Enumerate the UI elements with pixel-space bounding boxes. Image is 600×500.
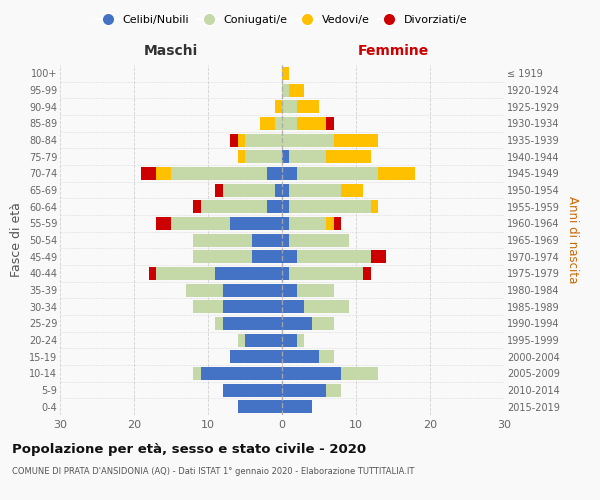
Bar: [289, 267, 364, 280]
Bar: [282, 300, 304, 313]
Bar: [282, 84, 289, 96]
Text: Femmine: Femmine: [358, 44, 428, 59]
Bar: [297, 100, 319, 113]
Bar: [282, 350, 319, 363]
Bar: [326, 150, 371, 163]
Bar: [282, 184, 289, 196]
Bar: [245, 134, 282, 146]
Bar: [267, 200, 282, 213]
Bar: [238, 134, 245, 146]
Text: Popolazione per età, sesso e stato civile - 2020: Popolazione per età, sesso e stato civil…: [12, 442, 366, 456]
Bar: [171, 217, 230, 230]
Text: Maschi: Maschi: [144, 44, 198, 59]
Bar: [319, 350, 334, 363]
Bar: [289, 217, 326, 230]
Bar: [289, 234, 349, 246]
Bar: [223, 184, 275, 196]
Bar: [334, 134, 378, 146]
Y-axis label: Anni di nascita: Anni di nascita: [566, 196, 579, 284]
Bar: [156, 217, 171, 230]
Bar: [238, 400, 282, 413]
Bar: [275, 117, 282, 130]
Bar: [267, 167, 282, 180]
Bar: [304, 300, 349, 313]
Bar: [156, 167, 171, 180]
Bar: [334, 217, 341, 230]
Bar: [156, 267, 215, 280]
Bar: [282, 284, 297, 296]
Bar: [371, 200, 378, 213]
Bar: [223, 317, 282, 330]
Bar: [215, 267, 282, 280]
Bar: [215, 317, 223, 330]
Bar: [282, 367, 341, 380]
Bar: [171, 167, 267, 180]
Bar: [341, 367, 378, 380]
Bar: [282, 250, 297, 263]
Bar: [326, 217, 334, 230]
Bar: [200, 200, 267, 213]
Bar: [289, 150, 326, 163]
Bar: [289, 200, 371, 213]
Y-axis label: Fasce di età: Fasce di età: [10, 202, 23, 278]
Bar: [282, 334, 297, 346]
Bar: [282, 267, 289, 280]
Bar: [282, 217, 289, 230]
Bar: [297, 250, 371, 263]
Bar: [238, 150, 245, 163]
Bar: [282, 317, 311, 330]
Bar: [371, 250, 386, 263]
Bar: [297, 167, 378, 180]
Bar: [149, 267, 156, 280]
Bar: [245, 334, 282, 346]
Bar: [378, 167, 415, 180]
Bar: [230, 134, 238, 146]
Bar: [230, 350, 282, 363]
Text: COMUNE DI PRATA D'ANSIDONIA (AQ) - Dati ISTAT 1° gennaio 2020 - Elaborazione TUT: COMUNE DI PRATA D'ANSIDONIA (AQ) - Dati …: [12, 468, 415, 476]
Bar: [260, 117, 275, 130]
Bar: [193, 200, 200, 213]
Bar: [215, 184, 223, 196]
Bar: [200, 367, 282, 380]
Bar: [193, 300, 223, 313]
Bar: [282, 150, 289, 163]
Bar: [245, 150, 282, 163]
Bar: [297, 284, 334, 296]
Bar: [223, 384, 282, 396]
Bar: [282, 234, 289, 246]
Bar: [282, 100, 297, 113]
Bar: [275, 184, 282, 196]
Bar: [142, 167, 156, 180]
Bar: [282, 200, 289, 213]
Bar: [223, 284, 282, 296]
Bar: [223, 300, 282, 313]
Bar: [289, 84, 304, 96]
Bar: [364, 267, 371, 280]
Bar: [193, 367, 200, 380]
Legend: Celibi/Nubili, Coniugati/e, Vedovi/e, Divorziati/e: Celibi/Nubili, Coniugati/e, Vedovi/e, Di…: [92, 10, 472, 29]
Bar: [253, 250, 282, 263]
Bar: [282, 67, 289, 80]
Bar: [311, 317, 334, 330]
Bar: [326, 117, 334, 130]
Bar: [326, 384, 341, 396]
Bar: [253, 234, 282, 246]
Bar: [341, 184, 364, 196]
Bar: [275, 100, 282, 113]
Bar: [193, 234, 253, 246]
Bar: [238, 334, 245, 346]
Bar: [186, 284, 223, 296]
Bar: [297, 117, 326, 130]
Bar: [289, 184, 341, 196]
Bar: [282, 400, 311, 413]
Bar: [297, 334, 304, 346]
Bar: [230, 217, 282, 230]
Bar: [282, 134, 334, 146]
Bar: [282, 167, 297, 180]
Bar: [282, 384, 326, 396]
Bar: [193, 250, 253, 263]
Bar: [282, 117, 297, 130]
